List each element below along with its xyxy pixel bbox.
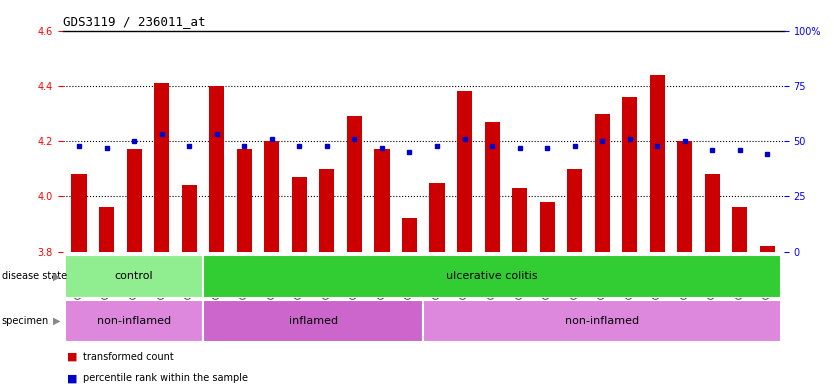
Bar <box>182 185 197 252</box>
Bar <box>457 91 472 252</box>
Bar <box>237 149 252 252</box>
Bar <box>264 141 279 252</box>
Bar <box>650 75 665 252</box>
Text: GDS3119 / 236011_at: GDS3119 / 236011_at <box>63 15 205 28</box>
Bar <box>72 174 87 252</box>
Bar <box>154 83 169 252</box>
Bar <box>732 207 747 252</box>
Text: disease state: disease state <box>2 271 67 281</box>
Bar <box>595 114 610 252</box>
Bar <box>65 255 203 298</box>
Bar <box>127 149 142 252</box>
Bar <box>347 116 362 252</box>
Text: ■: ■ <box>67 352 78 362</box>
Bar <box>430 182 445 252</box>
Bar <box>485 122 500 252</box>
Bar <box>540 202 555 252</box>
Bar <box>99 207 114 252</box>
Text: non-inflamed: non-inflamed <box>565 316 640 326</box>
Text: specimen: specimen <box>2 316 49 326</box>
Bar <box>374 149 389 252</box>
Text: inflamed: inflamed <box>289 316 338 326</box>
Bar <box>622 97 637 252</box>
Bar <box>292 177 307 252</box>
Bar <box>203 300 423 342</box>
Bar <box>65 300 203 342</box>
Bar <box>567 169 582 252</box>
Text: control: control <box>115 271 153 281</box>
Text: non-inflamed: non-inflamed <box>97 316 171 326</box>
Text: ▶: ▶ <box>53 271 61 281</box>
Text: percentile rank within the sample: percentile rank within the sample <box>83 373 249 383</box>
Bar <box>512 188 527 252</box>
Bar <box>705 174 720 252</box>
Bar <box>203 255 781 298</box>
Bar <box>319 169 334 252</box>
Bar <box>402 218 417 252</box>
Bar <box>209 86 224 252</box>
Bar <box>423 300 781 342</box>
Text: transformed count: transformed count <box>83 352 174 362</box>
Text: ■: ■ <box>67 373 78 383</box>
Text: ▶: ▶ <box>53 316 61 326</box>
Bar <box>760 246 775 252</box>
Text: ulcerative colitis: ulcerative colitis <box>446 271 538 281</box>
Bar <box>677 141 692 252</box>
